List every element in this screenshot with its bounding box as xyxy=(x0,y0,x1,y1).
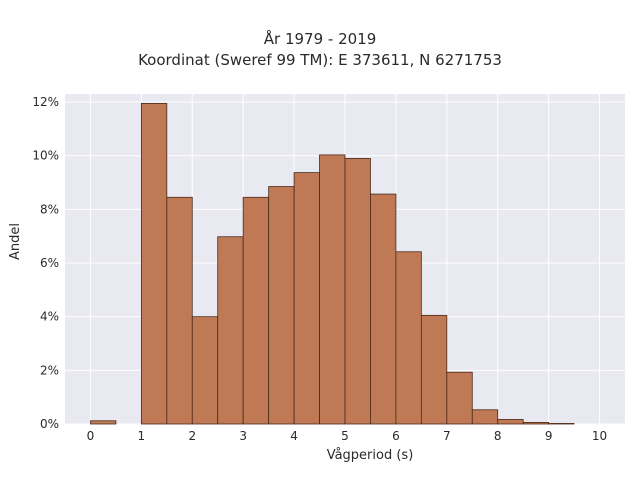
histogram-bar xyxy=(217,236,244,425)
x-tick-label: 3 xyxy=(239,429,247,443)
x-tick-label: 5 xyxy=(341,429,349,443)
histogram-bar xyxy=(191,316,219,425)
y-tick-label: 10% xyxy=(32,149,59,163)
x-tick-label: 9 xyxy=(545,429,553,443)
histogram-bar xyxy=(268,186,295,425)
x-tick-label: 6 xyxy=(392,429,400,443)
x-tick-label: 7 xyxy=(443,429,451,443)
x-tick-label: 10 xyxy=(592,429,607,443)
histogram-bar xyxy=(90,420,117,425)
x-tick-label: 0 xyxy=(87,429,95,443)
histogram-bar xyxy=(319,154,346,425)
x-tick-label: 1 xyxy=(138,429,146,443)
y-tick-label: 4% xyxy=(40,310,59,324)
histogram-bar xyxy=(395,251,422,425)
y-tick-label: 2% xyxy=(40,363,59,377)
histogram-bar xyxy=(293,172,320,425)
histogram-bar xyxy=(344,157,371,425)
y-tick-label: 12% xyxy=(32,95,59,109)
x-tick-label: 2 xyxy=(188,429,196,443)
histogram-bar xyxy=(140,102,168,425)
histogram-bar xyxy=(420,314,448,425)
histogram-bar xyxy=(166,196,193,425)
bars xyxy=(90,102,575,425)
histogram-bar xyxy=(242,196,270,425)
chart-title-line-1: År 1979 - 2019 xyxy=(263,30,377,48)
y-axis-label: Andel xyxy=(8,223,23,260)
histogram-bar xyxy=(497,419,524,425)
histogram-bar xyxy=(548,423,575,425)
x-tick-label: 8 xyxy=(494,429,502,443)
y-tick-label: 0% xyxy=(40,417,59,431)
y-tick-label: 6% xyxy=(40,256,59,270)
y-axis-ticks: 0% 2% 4% 6% 8% 10% 12% xyxy=(32,95,59,431)
chart-title-line-2: Koordinat (Sweref 99 TM): E 373611, N 62… xyxy=(138,51,502,69)
histogram-bar xyxy=(522,421,550,425)
y-tick-label: 8% xyxy=(40,202,59,216)
x-axis-ticks: 0 1 2 3 4 5 6 7 8 9 10 xyxy=(87,429,608,443)
histogram-bar xyxy=(446,371,473,425)
histogram-bar xyxy=(370,193,397,425)
x-tick-label: 4 xyxy=(290,429,298,443)
histogram-bar xyxy=(471,409,499,425)
x-axis-label: Vågperiod (s) xyxy=(326,448,414,463)
